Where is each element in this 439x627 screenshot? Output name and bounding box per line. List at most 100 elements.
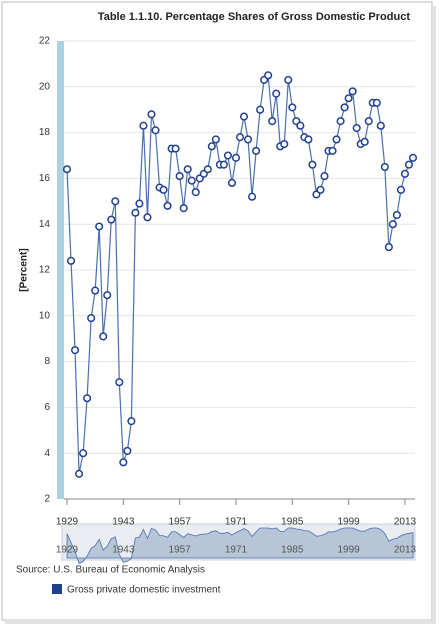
point xyxy=(207,142,216,151)
navigator-label: 1943 xyxy=(112,545,135,556)
point xyxy=(127,417,136,426)
x-tick-label: 1985 xyxy=(281,517,304,528)
point xyxy=(62,165,72,174)
frame-shadow xyxy=(5,620,435,624)
point xyxy=(408,153,418,162)
x-tick-label: 1999 xyxy=(338,517,361,528)
navigator-label: 1999 xyxy=(338,545,361,556)
y-tick-label: 6 xyxy=(44,402,50,413)
point xyxy=(223,151,232,160)
x-tick-label: 2013 xyxy=(394,517,417,528)
point xyxy=(284,75,293,84)
point xyxy=(252,146,261,155)
point xyxy=(384,243,393,252)
frame-shadow xyxy=(432,6,436,624)
point xyxy=(111,197,120,206)
point xyxy=(95,222,104,231)
navigator-label: 1985 xyxy=(281,545,304,556)
point xyxy=(380,162,389,171)
point xyxy=(115,378,124,387)
point xyxy=(264,71,273,80)
y-tick-label: 8 xyxy=(44,356,50,367)
point xyxy=(388,220,397,229)
y-tick-label: 4 xyxy=(44,448,50,459)
point xyxy=(159,185,168,194)
y-tick-label: 18 xyxy=(39,127,51,138)
navigator-label: 1957 xyxy=(169,545,192,556)
y-tick-label: 12 xyxy=(39,265,51,276)
point xyxy=(340,103,349,112)
point xyxy=(320,172,329,181)
point xyxy=(131,208,140,217)
point xyxy=(135,199,144,208)
point xyxy=(175,172,184,181)
point xyxy=(336,117,345,126)
point xyxy=(151,126,160,135)
navigator-label: 1971 xyxy=(225,545,248,556)
point xyxy=(392,210,401,220)
point xyxy=(256,105,265,114)
point xyxy=(231,153,241,162)
y-tick-label: 14 xyxy=(39,219,51,230)
point xyxy=(79,449,88,458)
point xyxy=(70,346,80,355)
point xyxy=(328,146,337,155)
point xyxy=(203,165,212,174)
point xyxy=(219,160,228,169)
source: Source: U.S. Bureau of Economic Analysis xyxy=(16,565,205,576)
point xyxy=(272,89,281,98)
point xyxy=(296,121,305,130)
point xyxy=(143,213,152,222)
chart-title: Table 1.1.10. Percentage Shares of Gross… xyxy=(98,11,411,23)
y-axis-bar xyxy=(57,41,64,499)
point xyxy=(183,165,192,174)
navigator-area xyxy=(66,527,414,565)
point xyxy=(187,176,196,185)
point xyxy=(239,112,249,121)
y-tick-label: 10 xyxy=(39,310,51,321)
point xyxy=(75,469,84,478)
point xyxy=(91,286,100,295)
x-tick-label: 1957 xyxy=(169,517,192,528)
point xyxy=(404,160,414,169)
point xyxy=(332,135,341,144)
point xyxy=(376,121,385,130)
point xyxy=(83,394,92,403)
x-tick-label: 1943 xyxy=(112,517,135,528)
point xyxy=(372,98,381,107)
x-tick-label: 1929 xyxy=(56,517,79,528)
point xyxy=(103,291,112,300)
point xyxy=(364,117,373,126)
point xyxy=(235,133,245,142)
point xyxy=(243,135,253,144)
point xyxy=(288,103,297,112)
point xyxy=(400,169,410,178)
y-tick-label: 22 xyxy=(39,36,51,47)
point xyxy=(87,314,96,323)
point xyxy=(66,256,76,265)
point xyxy=(280,140,289,149)
point xyxy=(191,188,200,197)
y-tick-label: 16 xyxy=(39,173,51,184)
legend-label: Gross private domestic investment xyxy=(67,585,221,596)
point xyxy=(171,144,180,153)
y-tick-label: 2 xyxy=(44,494,50,505)
point xyxy=(352,123,361,133)
point xyxy=(396,185,405,194)
point xyxy=(248,192,257,201)
navigator-label: 2013 xyxy=(394,545,417,556)
y-tick-label: 20 xyxy=(39,81,51,92)
point xyxy=(304,135,313,144)
point xyxy=(348,87,357,96)
point xyxy=(163,201,172,210)
point xyxy=(308,160,317,169)
point xyxy=(344,94,353,103)
point xyxy=(360,137,369,146)
point xyxy=(107,215,116,224)
point xyxy=(123,446,132,455)
legend-swatch xyxy=(52,584,62,594)
navigator-label: 1929 xyxy=(56,545,79,556)
point xyxy=(99,332,108,341)
point xyxy=(139,121,148,130)
